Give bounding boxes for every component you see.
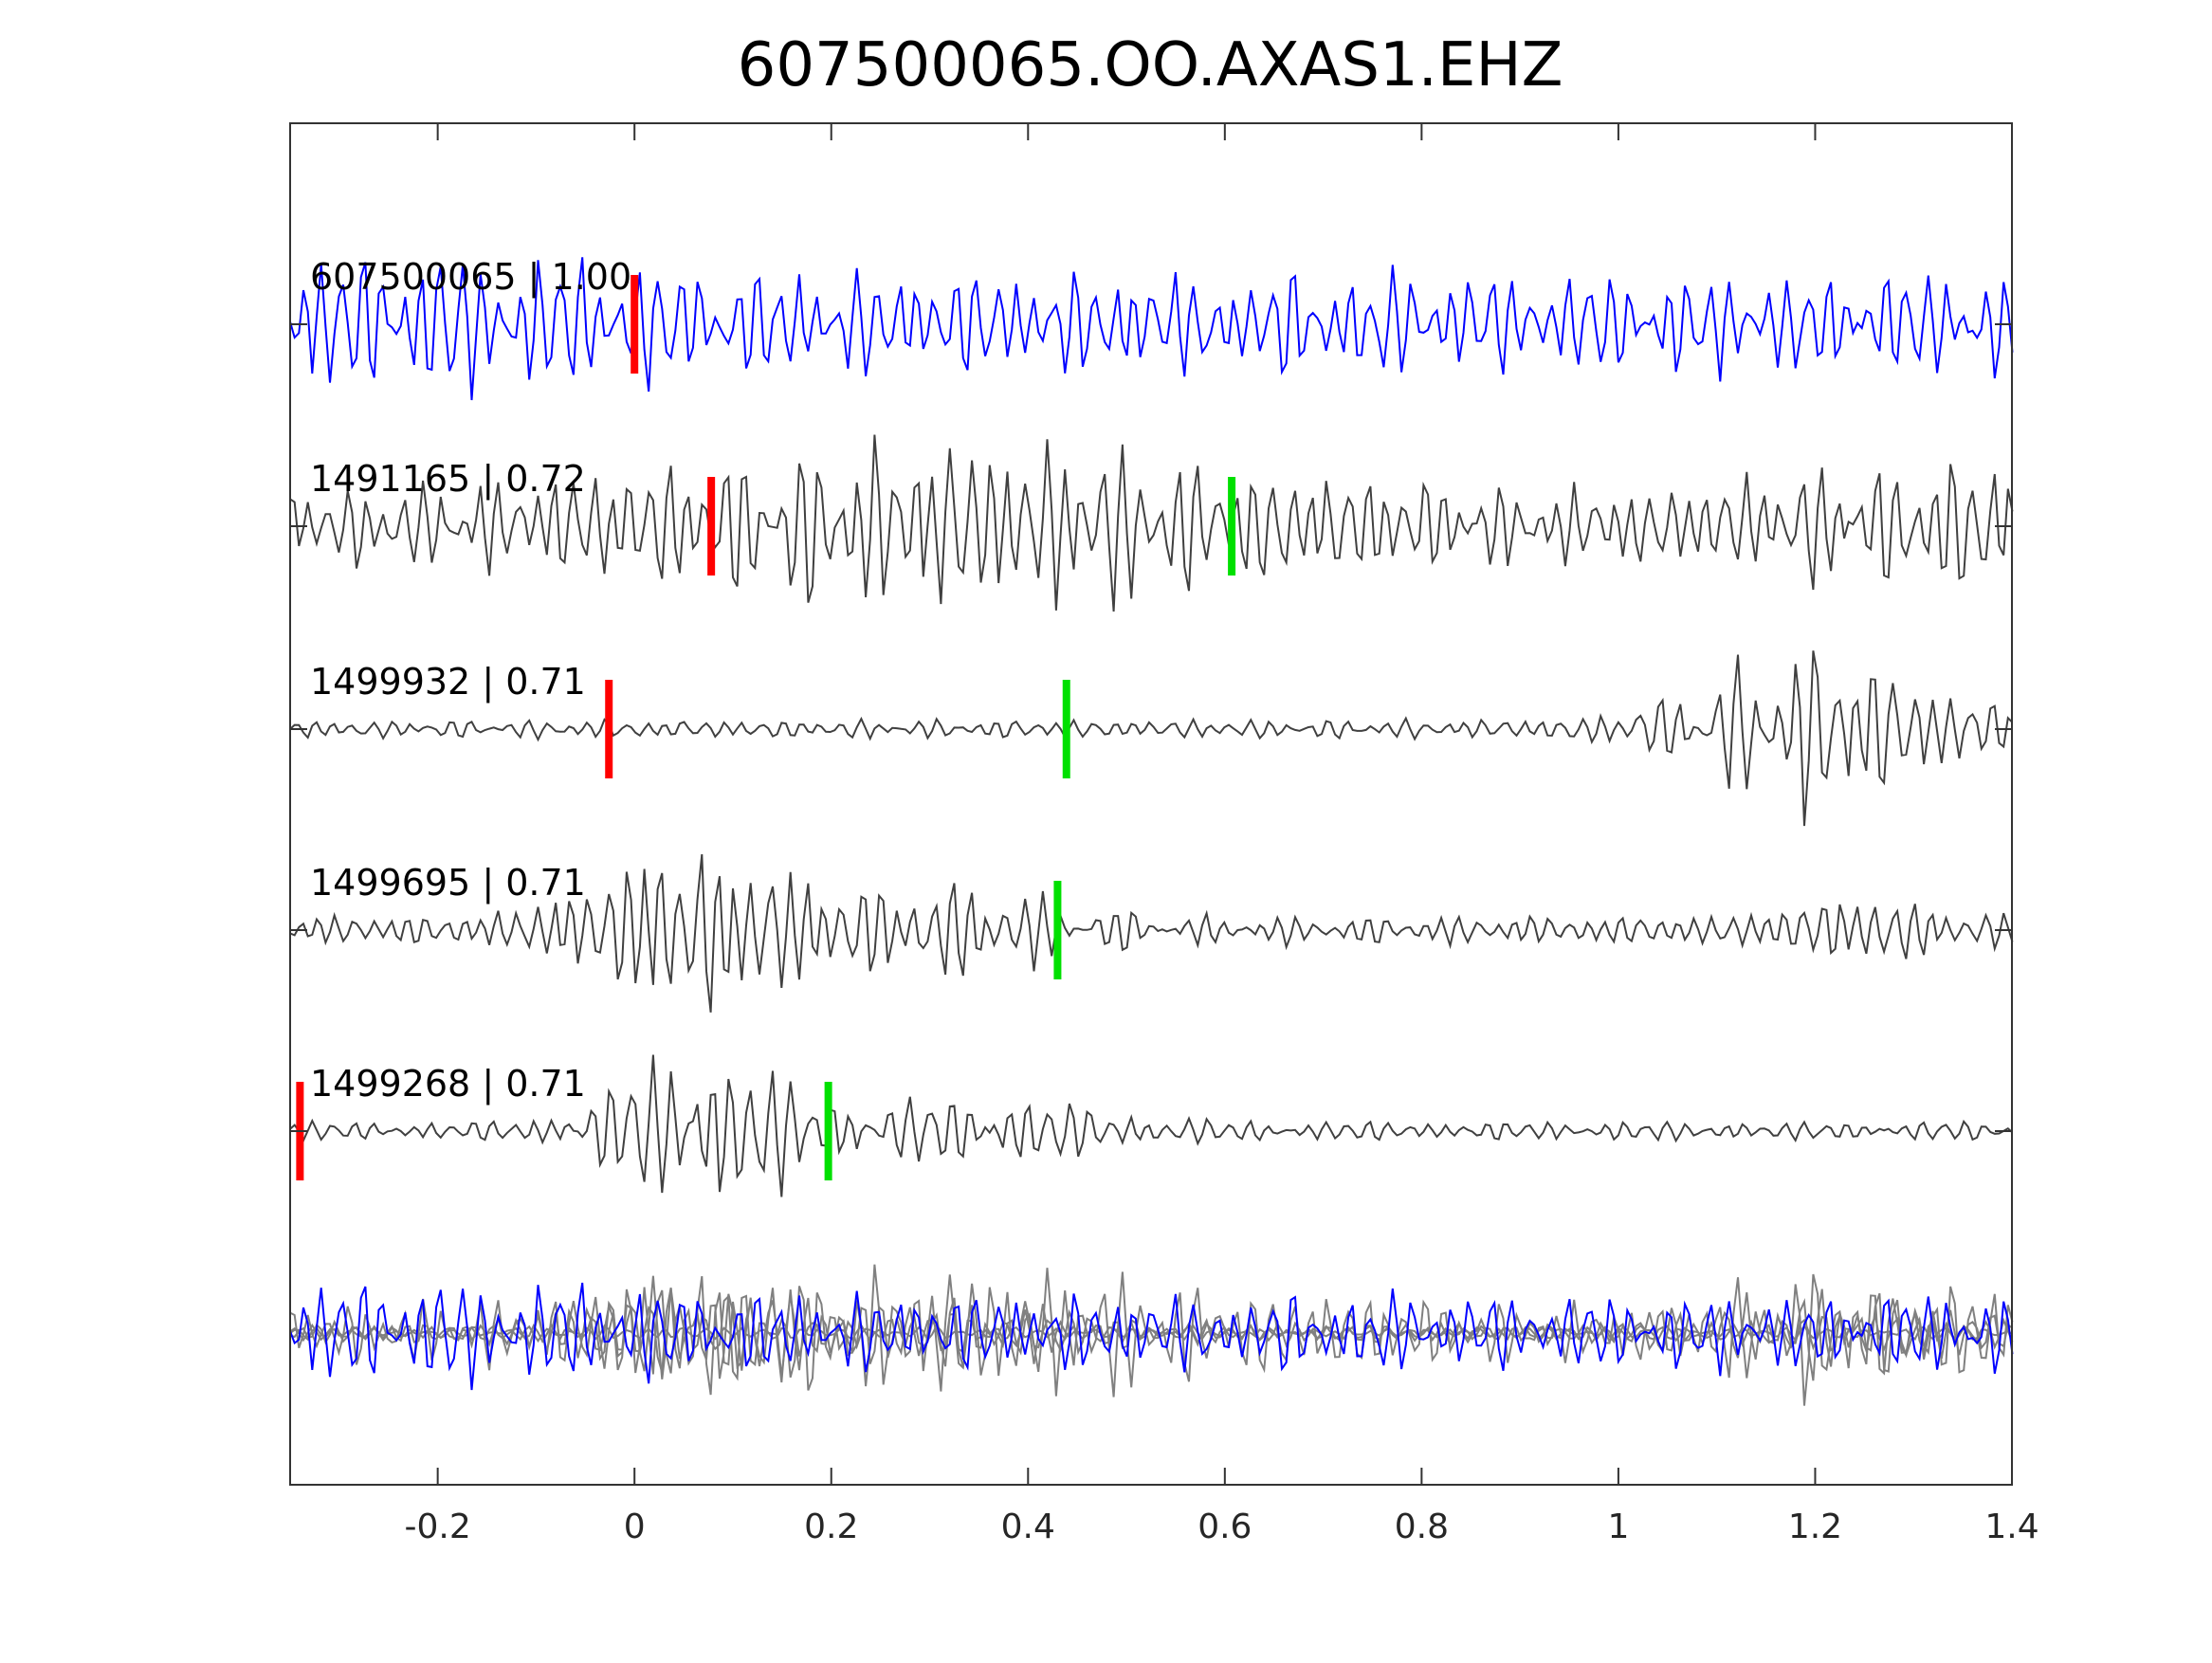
- trace-label: 1499932 | 0.71: [310, 661, 586, 704]
- trace-label: 1491165 | 0.72: [310, 458, 586, 501]
- x-tick-label: 0.6: [1197, 1508, 1252, 1546]
- x-tick-label: -0.2: [405, 1508, 471, 1546]
- trace-1499932: [289, 650, 2014, 827]
- x-tick-label: 1.4: [1984, 1508, 2038, 1546]
- trace-1491165: [289, 434, 2014, 612]
- trace-label: 1499268 | 0.71: [310, 1063, 586, 1106]
- x-tick-label: 1: [1607, 1508, 1629, 1546]
- trace-1499268: [289, 1054, 2014, 1197]
- x-tick-label: 0: [624, 1508, 646, 1546]
- trace-label: 607500065 | 1.00: [310, 256, 631, 299]
- chart-title: 607500065.OO.AXAS1.EHZ: [738, 30, 1563, 101]
- x-tick-label: 0.8: [1395, 1508, 1449, 1546]
- overlay-trace-1499695: [289, 1275, 2014, 1396]
- trace-607500065: [289, 257, 2014, 401]
- x-tick-label: 1.2: [1788, 1508, 1842, 1546]
- trace-label: 1499695 | 0.71: [310, 862, 586, 905]
- overlay-trace-607500065: [289, 1282, 2014, 1391]
- x-tick-label: 0.4: [1001, 1508, 1055, 1546]
- x-tick-label: 0.2: [804, 1508, 858, 1546]
- trace-1499695: [289, 854, 2014, 1013]
- plot-frame: [289, 122, 2013, 1486]
